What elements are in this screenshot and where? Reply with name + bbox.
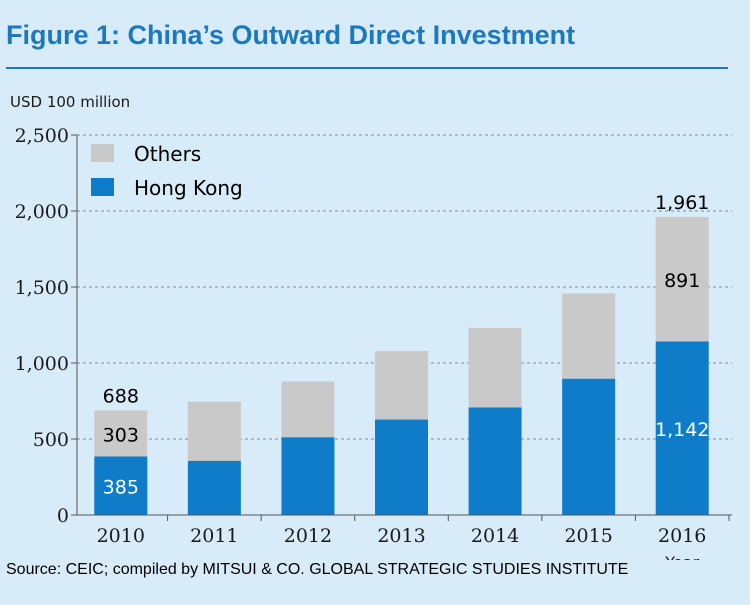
bar-others-2016: [655, 216, 709, 342]
legend-swatch-hong-kong: [91, 178, 114, 196]
x-tick-label: 2011: [190, 525, 238, 547]
bar-hong-kong-2011: [187, 460, 241, 515]
bar-others-2011: [187, 401, 241, 461]
bar-others-2014: [468, 327, 522, 408]
source-note: Source: CEIC; compiled by MITSUI & CO. G…: [6, 561, 629, 578]
y-tick-label: 1,500: [15, 277, 69, 299]
y-tick-label: 500: [33, 429, 69, 451]
bar-hong-kong-2013: [375, 419, 428, 515]
legend-label-others: Others: [134, 142, 201, 166]
x-tick-label: 2012: [284, 525, 332, 547]
x-tick-label: 2013: [377, 525, 425, 547]
data-label-hong-kong-2016: 1,142: [655, 419, 709, 441]
bar-hong-kong-2015: [562, 378, 616, 515]
y-tick-label: 2,000: [15, 201, 69, 223]
legend-swatch-others: [91, 144, 114, 162]
x-tick-label: 2015: [564, 525, 612, 547]
stacked-bar-chart: 0 500 1,000 1,500 2,000 2,500 2010 2011 2012 2013…: [15, 125, 732, 560]
title-divider: [6, 67, 728, 69]
bar-hong-kong-2016: [655, 341, 709, 515]
y-tick-label: 0: [57, 505, 69, 527]
data-label-total-2010: 688: [103, 385, 139, 407]
bar-others-2015: [562, 293, 616, 379]
bar-others-2010: [94, 410, 148, 457]
x-axis-label: Year: [664, 553, 699, 560]
y-tick-label: 1,000: [15, 353, 69, 375]
data-label-others-2016: 891: [664, 270, 700, 292]
legend-label-hong-kong: Hong Kong: [134, 176, 243, 200]
x-tick-label: 2014: [471, 525, 519, 547]
x-tick-label: 2016: [658, 525, 706, 547]
data-label-others-2010: 303: [103, 424, 139, 446]
data-label-hong-kong-2010: 385: [103, 477, 139, 499]
bar-others-2012: [281, 381, 335, 438]
x-tick-label: 2010: [97, 525, 145, 547]
figure-title: Figure 1: China’s Outward Direct Investm…: [6, 20, 576, 50]
data-label-total-2016: 1,961: [655, 192, 709, 214]
bar-hong-kong-2014: [468, 407, 522, 515]
bar-others-2013: [375, 351, 428, 420]
unit-label: USD 100 million: [10, 93, 131, 111]
bar-hong-kong-2010: [94, 456, 148, 515]
y-tick-label: 2,500: [15, 125, 69, 147]
bar-hong-kong-2012: [281, 437, 335, 515]
